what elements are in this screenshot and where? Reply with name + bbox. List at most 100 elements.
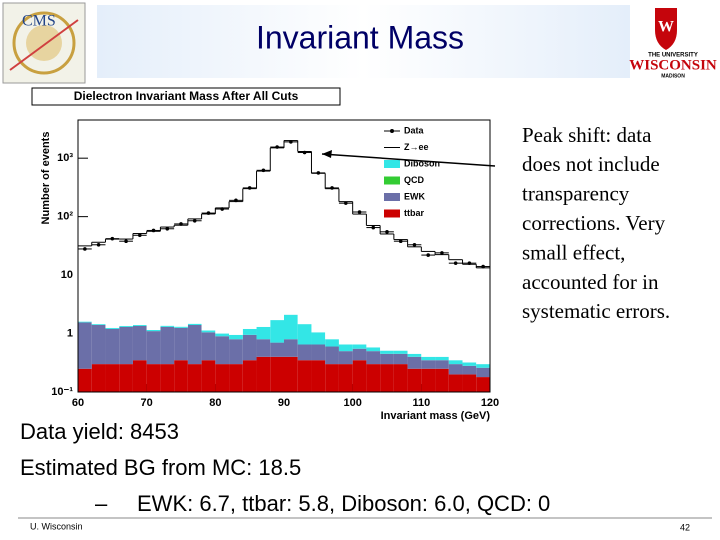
hist-bar <box>160 326 175 365</box>
hist-bar <box>119 364 133 392</box>
hist-bar <box>215 207 230 334</box>
hist-bar <box>325 339 339 347</box>
y-tick-label: 10² <box>57 211 73 223</box>
hist-bar <box>311 344 326 361</box>
x-tick-label: 120 <box>481 397 499 409</box>
hist-bar <box>435 368 449 392</box>
hist-bar <box>297 360 312 392</box>
hist-bar <box>380 233 394 351</box>
y-axis-label: Number of events <box>40 132 52 225</box>
note-line: systematic errors. <box>522 299 670 323</box>
x-tick-label: 110 <box>412 397 430 409</box>
hist-bar <box>160 325 175 327</box>
x-tick-label: 60 <box>72 397 84 409</box>
hist-bar <box>78 368 92 392</box>
hist-bar <box>435 254 449 357</box>
hist-bar <box>105 239 120 328</box>
hist-bar <box>119 326 133 365</box>
hist-bar <box>476 364 490 368</box>
hist-bar <box>174 326 188 328</box>
title-band <box>97 5 630 78</box>
x-tick-label: 100 <box>343 397 361 409</box>
slide-title: Invariant Mass <box>256 19 464 55</box>
data-point <box>261 168 266 173</box>
hist-bar <box>78 322 92 369</box>
note-line: corrections. Very <box>522 211 666 235</box>
hist-bar <box>270 342 284 357</box>
hist-bar <box>91 364 106 392</box>
hist-bar <box>407 246 422 354</box>
hist-bar <box>380 364 394 392</box>
hist-bar <box>105 328 120 365</box>
data-point <box>467 261 472 265</box>
hist-bar <box>462 264 477 363</box>
plot-frame <box>77 119 491 393</box>
hist-bar <box>448 364 463 375</box>
cms-logo: CMS <box>2 2 86 84</box>
hist-bar <box>366 225 381 348</box>
y-tick-label: 1 <box>67 327 73 339</box>
chart-title: Dielectron Invariant Mass After All Cuts <box>74 89 299 103</box>
hist-bar <box>393 239 408 351</box>
legend-swatch <box>390 129 394 133</box>
hist-bar <box>325 364 339 392</box>
hist-bar <box>105 327 120 329</box>
legend-swatch <box>384 209 400 218</box>
hist-bar <box>174 225 188 327</box>
x-axis-label: Invariant mass (GeV) <box>381 410 491 422</box>
page-number: 42 <box>680 522 690 532</box>
hist-bar <box>78 245 92 322</box>
hist-bar <box>270 147 284 321</box>
hist-bar <box>421 356 436 361</box>
note-line: does not include <box>522 152 660 176</box>
data-point <box>96 242 101 247</box>
hist-bar <box>242 334 257 361</box>
hist-bar <box>462 362 477 366</box>
data-point <box>453 261 458 265</box>
hist-bar <box>435 360 449 369</box>
hist-bar <box>187 218 202 324</box>
legend-swatch <box>384 193 400 201</box>
logo-line: MADISON <box>661 73 685 79</box>
data-point <box>330 186 334 190</box>
arrow-head <box>322 150 332 158</box>
hist-bar <box>201 332 216 361</box>
hist-bar <box>132 325 147 326</box>
hist-bar <box>352 344 367 349</box>
hist-bar <box>270 320 284 343</box>
hist-bar <box>311 332 326 345</box>
legend-label: QCD <box>404 175 425 185</box>
x-tick-label: 90 <box>278 397 290 409</box>
hist-bar <box>325 188 339 340</box>
y-tick-label: 10 <box>61 269 73 281</box>
hist-bar <box>352 214 367 345</box>
data-point <box>302 150 307 155</box>
data-point <box>481 264 485 269</box>
arrow <box>321 153 496 167</box>
chart-title-box <box>31 87 341 106</box>
hist-bar <box>393 350 408 354</box>
body-line: Estimated BG from MC: 18.5 <box>20 455 301 480</box>
hist-bar <box>325 346 339 365</box>
body-line: EWK: 6.7, ttbar: 5.8, Diboson: 6.0, QCD:… <box>137 491 550 516</box>
data-point <box>275 145 279 149</box>
hist-bar <box>284 356 298 392</box>
hist-bar <box>242 360 257 392</box>
hist-bar <box>448 259 463 361</box>
note-line: accounted for in <box>522 270 659 294</box>
hist-bar <box>352 348 367 361</box>
hist-bar <box>91 324 106 326</box>
hist-bar <box>284 339 298 357</box>
hist-bar <box>297 324 312 345</box>
hist-bar <box>476 367 490 378</box>
data-point <box>426 253 431 257</box>
legend-swatch <box>384 176 400 185</box>
hist-bar <box>215 364 230 392</box>
data-point <box>385 230 389 234</box>
data-point <box>316 171 321 175</box>
hist-bar <box>132 360 147 392</box>
data-point <box>110 236 115 241</box>
hist-bar <box>215 336 230 365</box>
legend-label: Data <box>404 125 425 135</box>
hist-bar <box>393 364 408 392</box>
